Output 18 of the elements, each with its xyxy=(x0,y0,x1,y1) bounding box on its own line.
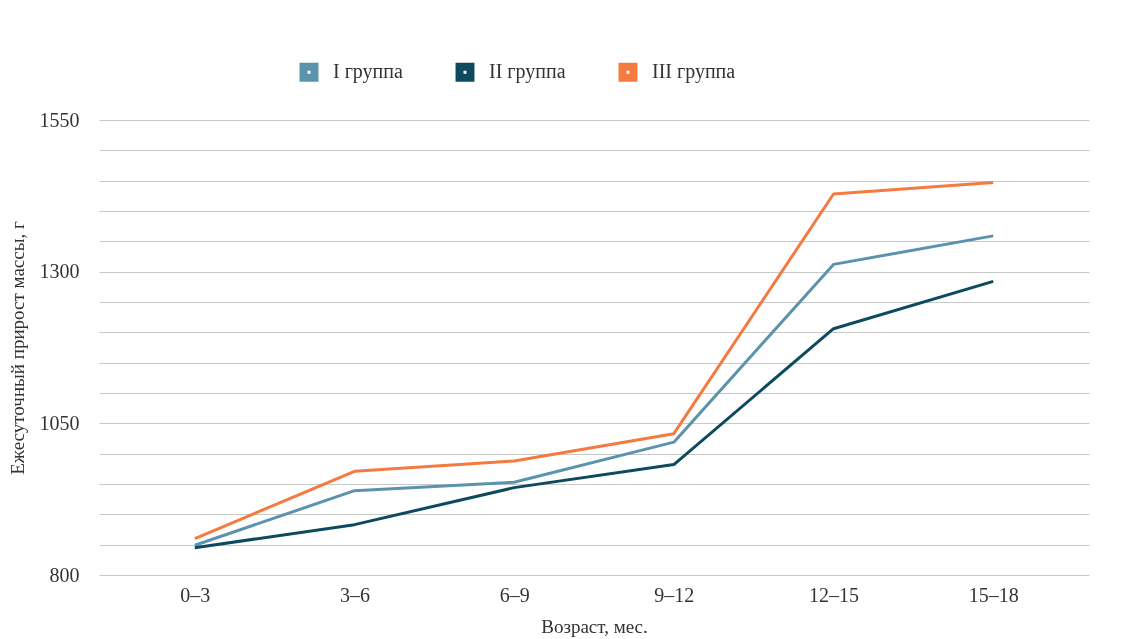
x-tick-label: 15–18 xyxy=(968,583,1019,606)
y-tick-label: 1300 xyxy=(39,260,80,283)
y-tick-label: 1050 xyxy=(39,411,80,434)
line-series xyxy=(193,180,995,541)
y-tick-label: 1550 xyxy=(39,108,80,131)
x-tick-label: 3–6 xyxy=(339,583,370,606)
legend-label: I группа xyxy=(333,60,404,84)
x-tick-label: 0–3 xyxy=(180,583,211,606)
y-tick-label: 800 xyxy=(49,563,80,586)
y-axis-title: Ежесуточный прирост массы, г xyxy=(6,221,28,475)
x-axis-title: Возраст, мес. xyxy=(541,615,648,637)
line-series xyxy=(193,279,995,550)
x-tick-label: 9–12 xyxy=(654,583,695,606)
legend-label: II группа xyxy=(489,60,566,84)
x-tick-label: 12–15 xyxy=(809,583,860,606)
x-tick-label: 6–9 xyxy=(499,583,530,606)
line-series xyxy=(193,234,995,547)
legend-label: III группа xyxy=(652,60,736,84)
